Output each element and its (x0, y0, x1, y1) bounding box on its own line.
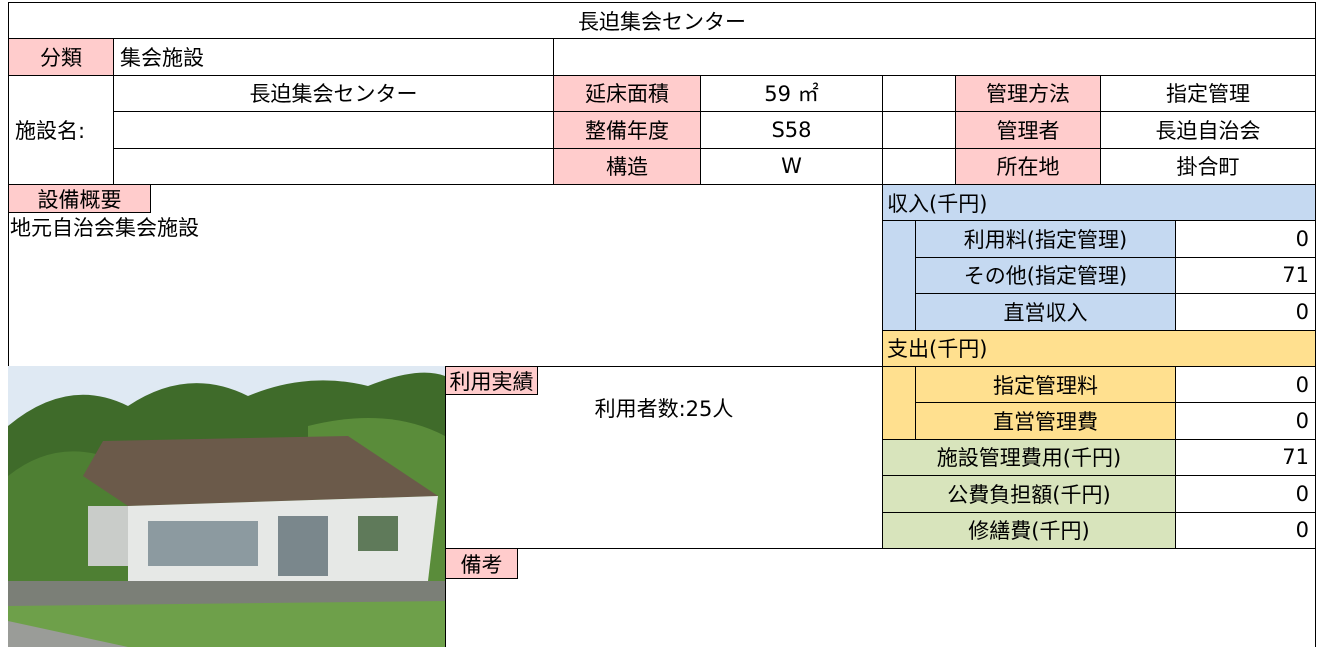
sheet-title: 長迫集会センター (8, 2, 1316, 40)
empty-cell (882, 147, 956, 185)
label: 所在地 (955, 147, 1101, 185)
empty-cell (882, 74, 956, 113)
label: 直営収入 (915, 293, 1176, 331)
value: W (700, 147, 883, 185)
value: 0 (1175, 402, 1316, 440)
label: 構造 (553, 147, 701, 185)
empty-cell (553, 38, 1316, 76)
empty-cell (113, 147, 554, 185)
empty-cell (882, 111, 956, 149)
value: 長迫集会センター (113, 74, 554, 113)
remarks-area (445, 548, 1316, 647)
label: 利用実績 (445, 366, 538, 395)
value: 掛合町 (1100, 147, 1316, 185)
indent (882, 220, 916, 331)
value: 0 (1175, 475, 1316, 513)
value: 71 (1175, 256, 1316, 295)
label: 指定管理料 (915, 366, 1176, 404)
value: 0 (1175, 511, 1316, 549)
value: 長迫自治会 (1100, 111, 1316, 149)
value: S58 (700, 111, 883, 149)
label: 延床面積 (553, 74, 701, 113)
label: 利用料(指定管理) (915, 220, 1176, 258)
value: 0 (1175, 293, 1316, 331)
label: 施設名: (8, 74, 114, 185)
section-header: 支出(千円) (882, 329, 1316, 367)
section-header: 収入(千円) (882, 184, 1316, 222)
text: 利用者数:25人 (594, 396, 734, 421)
indent (882, 366, 916, 440)
value: 71 (1175, 438, 1316, 477)
label: 設備概要 (8, 184, 151, 213)
text: 地元自治会集会施設 (10, 215, 199, 240)
label: 分類 (8, 38, 114, 76)
label: 管理者 (955, 111, 1101, 149)
label: 直営管理費 (915, 402, 1176, 440)
label: 施設管理費用(千円) (882, 438, 1176, 477)
value: 59 ㎡ (700, 74, 883, 113)
empty-cell (113, 111, 554, 149)
value: 0 (1175, 366, 1316, 404)
label: 公費負担額(千円) (882, 475, 1176, 513)
label: 修繕費(千円) (882, 511, 1176, 549)
value: 0 (1175, 220, 1316, 258)
facility-photo (8, 366, 445, 647)
label: 管理方法 (955, 74, 1101, 113)
value: 指定管理 (1100, 74, 1316, 113)
value: 集会施設 (113, 38, 554, 76)
label: その他(指定管理) (915, 256, 1176, 295)
label: 整備年度 (553, 111, 701, 149)
label: 備考 (445, 548, 518, 579)
